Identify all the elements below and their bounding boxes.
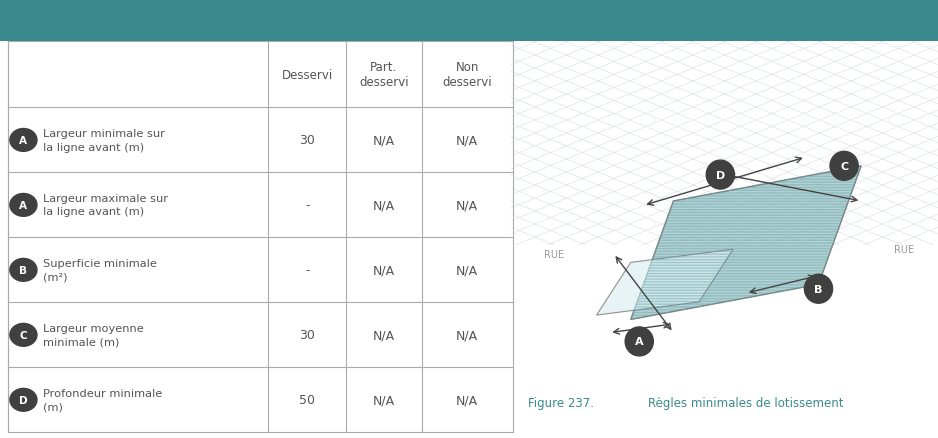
Text: -: - [305, 264, 310, 277]
Circle shape [625, 327, 654, 356]
Text: Figure 237.: Figure 237. [528, 396, 595, 410]
Text: Profondeur minimale
(m): Profondeur minimale (m) [43, 389, 162, 411]
Text: Desservi: Desservi [281, 68, 333, 81]
Text: N/A: N/A [373, 264, 395, 277]
Text: RUE: RUE [894, 245, 914, 254]
Circle shape [10, 259, 37, 282]
Text: Superficie minimale
(m²): Superficie minimale (m²) [43, 259, 157, 282]
Text: Part.
desservi: Part. desservi [359, 61, 409, 89]
Text: D: D [716, 170, 725, 180]
FancyBboxPatch shape [511, 0, 938, 42]
Text: Règles minimales de lotissement: Règles minimales de lotissement [648, 396, 843, 410]
Text: N/A: N/A [373, 393, 395, 406]
Circle shape [10, 129, 37, 152]
Text: A: A [20, 201, 27, 210]
Text: Largeur maximale sur
la ligne avant (m): Largeur maximale sur la ligne avant (m) [43, 194, 168, 217]
FancyBboxPatch shape [0, 0, 521, 42]
Polygon shape [597, 250, 734, 315]
Text: A: A [20, 136, 27, 145]
Text: Non
desservi: Non desservi [443, 61, 492, 89]
Text: N/A: N/A [373, 134, 395, 147]
Circle shape [10, 324, 37, 346]
Text: -: - [305, 199, 310, 212]
Text: N/A: N/A [456, 328, 478, 342]
Text: B: B [20, 265, 27, 275]
Text: A: A [635, 337, 643, 346]
Text: N/A: N/A [373, 199, 395, 212]
Text: 30: 30 [299, 134, 315, 147]
Circle shape [805, 275, 833, 304]
Text: N/A: N/A [456, 393, 478, 406]
Text: RUE: RUE [544, 249, 564, 259]
Text: D: D [19, 395, 28, 405]
Text: C: C [840, 162, 848, 171]
Text: 30: 30 [299, 328, 315, 342]
Text: Largeur moyenne
minimale (m): Largeur moyenne minimale (m) [43, 324, 144, 346]
Circle shape [10, 389, 37, 411]
Text: Largeur minimale sur
la ligne avant (m): Largeur minimale sur la ligne avant (m) [43, 129, 165, 152]
Text: Tableau 160    Lotissement: Tableau 160 Lotissement [13, 13, 235, 28]
Text: N/A: N/A [456, 199, 478, 212]
Circle shape [706, 161, 734, 190]
Text: N/A: N/A [456, 134, 478, 147]
Text: N/A: N/A [373, 328, 395, 342]
Text: 50: 50 [299, 393, 315, 406]
Text: C: C [20, 330, 27, 340]
Text: N/A: N/A [456, 264, 478, 277]
Polygon shape [630, 166, 861, 320]
Circle shape [830, 152, 858, 181]
Text: B: B [814, 284, 823, 294]
Circle shape [10, 194, 37, 217]
